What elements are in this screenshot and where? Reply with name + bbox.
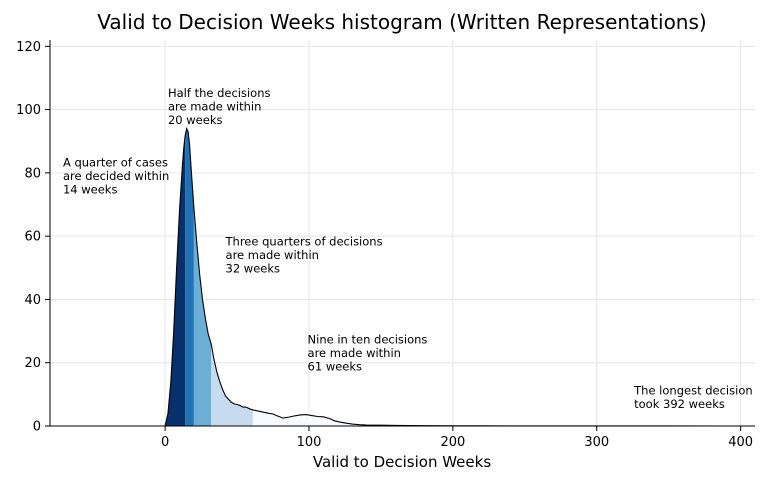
- axis-layer: 0 100 200 300 400 0 20 40 60 80 100 120: [16, 40, 755, 450]
- annotation-text: Half the decisions are made within 20 week…: [168, 86, 271, 127]
- y-tick-label: 60: [24, 230, 41, 245]
- y-tick-label: 100: [16, 103, 41, 118]
- y-tick-label: 40: [24, 293, 41, 308]
- x-axis-label: Valid to Decision Weeks: [313, 453, 491, 471]
- percentile-band-2: [185, 128, 194, 427]
- density-curve: [50, 126, 755, 427]
- annotation-layer: A quarter of cases are decided within 14 w…: [63, 86, 753, 411]
- x-tick-label: 400: [728, 435, 753, 450]
- annotation-text: Three quarters of decisions are made with…: [225, 235, 383, 276]
- x-tick-label: 0: [161, 435, 169, 450]
- annotation-text: A quarter of cases are decided within 14 w…: [63, 156, 169, 197]
- y-tick-label: 80: [24, 166, 41, 181]
- x-tick-label: 100: [297, 435, 322, 450]
- y-tick-label: 20: [24, 356, 41, 371]
- y-tick-label: 120: [16, 40, 41, 55]
- x-tick-label: 300: [584, 435, 609, 450]
- percentile-band-4: [211, 343, 253, 426]
- y-tick-label: 0: [33, 420, 41, 435]
- annotation-text: The longest decision took 392 weeks: [633, 383, 753, 411]
- x-tick-label: 200: [440, 435, 465, 450]
- chart-title: Valid to Decision Weeks histogram (Writt…: [97, 10, 706, 34]
- curve-layer: [50, 126, 755, 427]
- percentile-band-5: [252, 409, 730, 426]
- annotation-text: Nine in ten decisions are made within 61 w…: [308, 333, 428, 374]
- grid-layer: [50, 40, 755, 427]
